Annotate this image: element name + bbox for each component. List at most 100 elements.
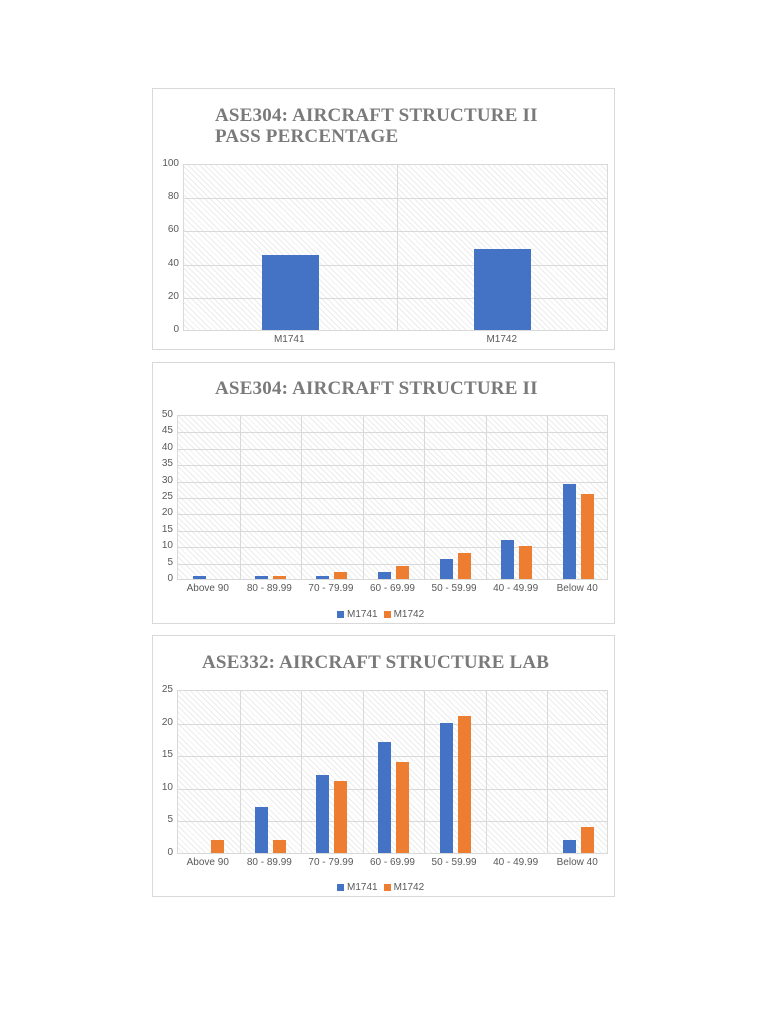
bar-m1741 <box>254 575 268 579</box>
x-tick-label: 50 - 59.99 <box>431 583 477 594</box>
bar-m1742 <box>580 826 594 853</box>
bar-m1742 <box>334 781 348 853</box>
y-tick-label: 5 <box>167 814 173 826</box>
gridline-horizontal <box>178 514 607 516</box>
gridline-horizontal <box>184 297 607 299</box>
y-tick-label: 35 <box>161 458 173 470</box>
gridline-horizontal <box>178 788 607 790</box>
gridline-vertical <box>362 691 364 853</box>
y-tick-label: 20 <box>161 716 173 728</box>
gridline-horizontal <box>178 432 607 434</box>
y-tick-label: 20 <box>161 507 173 519</box>
y-tick-label: 10 <box>161 781 173 793</box>
gridline-horizontal <box>184 264 607 266</box>
gridline-vertical <box>301 691 303 853</box>
legend-item-m1741: M1741 <box>337 609 378 620</box>
x-tick-label: 60 - 69.99 <box>369 857 415 868</box>
bar-m1741 <box>439 722 453 853</box>
gridline-horizontal <box>178 756 607 758</box>
y-tick-label: 20 <box>167 290 179 302</box>
gridline-vertical <box>424 416 426 579</box>
gridline-vertical <box>547 691 549 853</box>
bar-m1741 <box>378 572 391 579</box>
y-tick-label: 30 <box>161 474 173 486</box>
bar-m1741 <box>501 539 515 579</box>
gridline-horizontal <box>178 723 607 725</box>
y-tick-label: 50 <box>161 409 173 420</box>
bar-m1741 <box>562 483 576 579</box>
y-tick-label: 40 <box>167 257 179 269</box>
chart-legend: M1741 M1742 <box>337 609 424 620</box>
bar-m1741 <box>193 575 207 579</box>
x-tick-label: 80 - 89.99 <box>246 857 292 868</box>
bar-value <box>474 248 532 330</box>
y-tick-label: 60 <box>167 224 179 236</box>
gridline-horizontal <box>178 498 607 499</box>
x-tick-label: 50 - 59.99 <box>431 857 477 868</box>
bar-m1742 <box>580 493 594 579</box>
gridline-horizontal <box>184 198 607 200</box>
x-tick-label: 70 - 79.99 <box>308 583 354 594</box>
y-tick-label: 15 <box>161 523 173 535</box>
y-tick-label: 0 <box>173 324 179 335</box>
y-tick-label: 25 <box>161 684 173 695</box>
chart-title: ASE304: AIRCRAFT STRUCTURE II PASS PERCE… <box>215 105 538 147</box>
x-tick-label: M1741 <box>273 334 305 345</box>
chart-title: ASE332: AIRCRAFT STRUCTURE LAB <box>202 652 550 673</box>
bar-m1741 <box>439 559 453 579</box>
legend-item-m1742: M1742 <box>383 882 424 893</box>
chart-title: ASE304: AIRCRAFT STRUCTURE II <box>215 378 538 399</box>
gridline-vertical <box>239 691 241 853</box>
legend-swatch-blue <box>337 611 344 618</box>
chart-card-ase304-distribution: ASE304: AIRCRAFT STRUCTURE II M1741 M174… <box>152 362 615 624</box>
y-tick-label: 80 <box>167 191 179 203</box>
bar-m1742 <box>396 761 409 853</box>
gridline-horizontal <box>184 231 607 233</box>
bar-m1741 <box>378 742 391 853</box>
x-tick-label: 80 - 89.99 <box>246 583 292 594</box>
gridline-horizontal <box>178 481 607 483</box>
bar-m1742 <box>457 716 471 853</box>
legend-swatch-blue <box>337 884 344 891</box>
bar-value <box>261 255 319 330</box>
x-tick-label: 40 - 49.99 <box>493 857 539 868</box>
gridline-vertical <box>396 165 398 330</box>
gridline-horizontal <box>178 530 607 532</box>
x-tick-label: Below 40 <box>556 857 598 868</box>
bar-m1742 <box>334 572 348 579</box>
gridline-horizontal <box>178 465 607 467</box>
y-tick-label: 10 <box>161 540 173 552</box>
legend-swatch-orange <box>383 611 391 618</box>
x-tick-label: 60 - 69.99 <box>369 583 415 594</box>
bar-m1741 <box>316 774 330 853</box>
y-tick-label: 0 <box>167 573 173 584</box>
gridline-horizontal <box>178 563 607 565</box>
bar-m1741 <box>316 575 330 579</box>
y-tick-label: 25 <box>161 491 173 502</box>
x-tick-label: 40 - 49.99 <box>493 583 539 594</box>
gridline-horizontal <box>178 448 607 450</box>
gridline-vertical <box>485 691 487 853</box>
plot-area <box>177 690 608 854</box>
gridline-horizontal <box>178 547 607 549</box>
x-tick-label: 70 - 79.99 <box>308 857 354 868</box>
legend-swatch-orange <box>383 884 391 891</box>
chart-legend: M1741 M1742 <box>337 882 424 893</box>
gridline-vertical <box>362 416 364 579</box>
y-tick-label: 15 <box>161 749 173 761</box>
bar-m1742 <box>272 575 286 579</box>
x-tick-label: M1742 <box>486 334 518 345</box>
chart-card-ase332-distribution: ASE332: AIRCRAFT STRUCTURE LAB M1741 M17… <box>152 635 615 897</box>
bar-m1742 <box>396 565 409 579</box>
legend-item-m1741: M1741 <box>337 882 378 893</box>
gridline-vertical <box>547 416 549 579</box>
plot-area <box>177 415 608 580</box>
gridline-vertical <box>239 416 241 579</box>
x-tick-label: Above 90 <box>186 583 229 594</box>
y-tick-label: 0 <box>167 847 173 858</box>
bar-m1742 <box>519 546 533 579</box>
y-tick-label: 45 <box>161 425 173 437</box>
plot-area <box>183 164 608 331</box>
bar-m1742 <box>272 839 286 853</box>
gridline-vertical <box>424 691 426 853</box>
